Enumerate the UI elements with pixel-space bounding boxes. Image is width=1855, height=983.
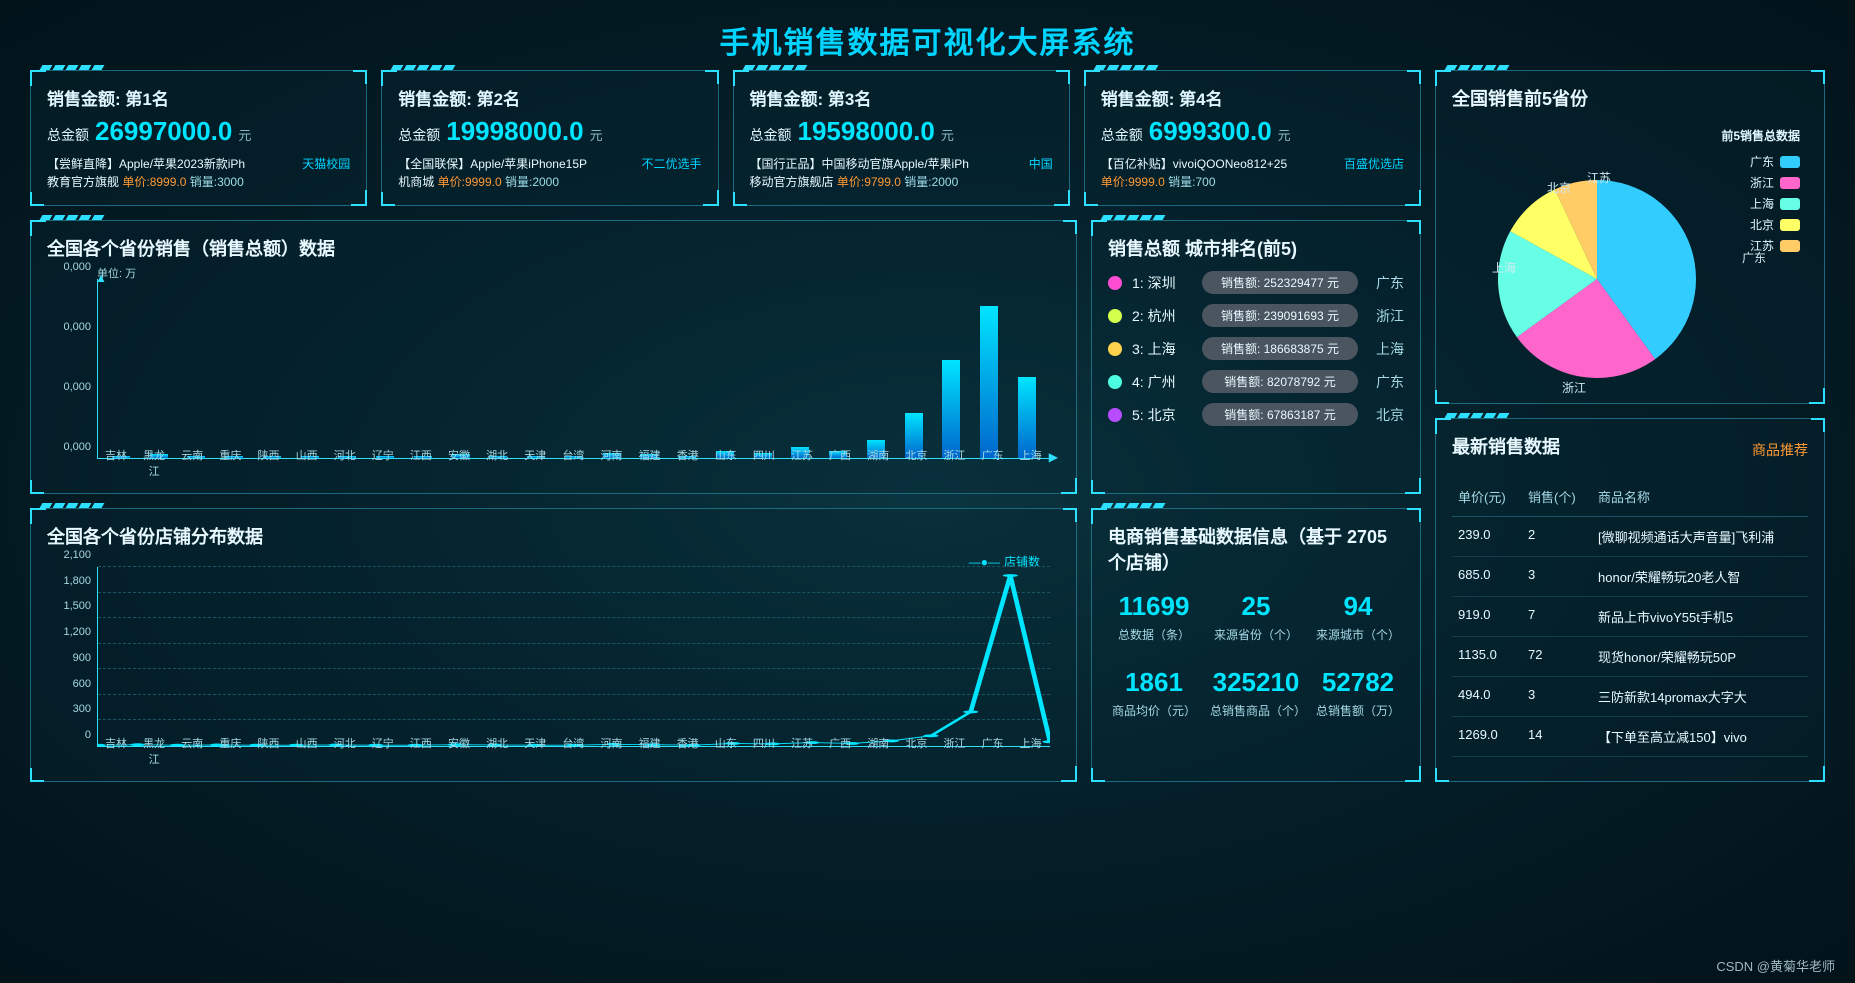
recommend-link[interactable]: 商品推荐 bbox=[1752, 440, 1808, 460]
stat-item: 52782总销售额（万） bbox=[1312, 667, 1404, 719]
watermark: CSDN @黄菊华老师 bbox=[1716, 956, 1835, 975]
rank-title: 销售金额: 第3名 bbox=[750, 85, 1053, 110]
bar-chart: 单位: 万 ▲ 0,0000,0000,0000,000 ▶ 吉林黑龙江云南重庆… bbox=[47, 269, 1060, 479]
pie-legend-title: 前5销售总数据 bbox=[1721, 127, 1800, 144]
city-rank-item: 5: 北京 销售额: 67863187 元 北京 bbox=[1108, 403, 1404, 426]
province-sales-panel: 全国各个省份销售（销售总额）数据 单位: 万 ▲ 0,0000,0000,000… bbox=[30, 220, 1077, 494]
stat-item: 325210总销售商品（个） bbox=[1210, 667, 1302, 719]
stat-item: 94来源城市（个） bbox=[1312, 591, 1404, 643]
legend-item: 上海 bbox=[1750, 195, 1800, 212]
table-row: 919.07新品上市vivoY55t手机5 bbox=[1452, 597, 1808, 637]
rank-amount: 26997000.0 bbox=[95, 116, 232, 147]
province-shops-panel: 全国各个省份店铺分布数据 店铺数 03006009001,2001,5001,8… bbox=[30, 508, 1077, 782]
pie-label: 广东 bbox=[1742, 249, 1766, 266]
sales-table-panel: 最新销售数据 商品推荐 单价(元) 销售(个) 商品名称 239.02[微聊视频… bbox=[1435, 418, 1825, 782]
legend-item: 广东 bbox=[1750, 153, 1800, 170]
city-rank-item: 3: 上海 销售额: 186683875 元 上海 bbox=[1108, 337, 1404, 360]
ecom-title: 电商销售基础数据信息（基于 2705 个店铺） bbox=[1108, 523, 1404, 575]
rank-card-3: 销售金额: 第3名 总金额 19598000.0 元 【国行正品】中国移动官旗A… bbox=[733, 70, 1070, 206]
rank-card-2: 销售金额: 第2名 总金额 19998000.0 元 【全国联保】Apple/苹… bbox=[381, 70, 718, 206]
stat-item: 25来源省份（个） bbox=[1210, 591, 1302, 643]
city-rank-title: 销售总额 城市排名(前5) bbox=[1108, 235, 1404, 261]
city-rank-item: 2: 杭州 销售额: 239091693 元 浙江 bbox=[1108, 304, 1404, 327]
stat-item: 11699总数据（条） bbox=[1108, 591, 1200, 643]
ecom-stats-panel: 电商销售基础数据信息（基于 2705 个店铺） 11699总数据（条）25来源省… bbox=[1091, 508, 1421, 782]
rank-card-1: 销售金额: 第1名 总金额 26997000.0 元 【尝鲜直降】Apple/苹… bbox=[30, 70, 367, 206]
table-row: 239.02[微聊视频通话大声音量]飞利浦 bbox=[1452, 517, 1808, 557]
table-row: 1269.014【下单至高立减150】vivo bbox=[1452, 717, 1808, 757]
legend-item: 浙江 bbox=[1750, 174, 1800, 191]
bar-chart-title: 全国各个省份销售（销售总额）数据 bbox=[47, 235, 1060, 261]
stat-item: 1861商品均价（元） bbox=[1108, 667, 1200, 719]
pie-label: 江苏 bbox=[1587, 169, 1611, 186]
pie-label: 浙江 bbox=[1562, 379, 1586, 396]
pie-label: 北京 bbox=[1547, 179, 1571, 196]
pie-title: 全国销售前5省份 bbox=[1452, 85, 1808, 111]
rank-card-4: 销售金额: 第4名 总金额 6999300.0 元 【百亿补贴】vivoiQOO… bbox=[1084, 70, 1421, 206]
pie-chart: 前5销售总数据 广东浙江上海北京江苏 广东浙江上海北京江苏 bbox=[1452, 119, 1808, 389]
table-row: 685.03honor/荣耀畅玩20老人智 bbox=[1452, 557, 1808, 597]
rank-amount: 19998000.0 bbox=[446, 116, 583, 147]
city-rank-item: 1: 深圳 销售额: 252329477 元 广东 bbox=[1108, 271, 1404, 294]
rank-title: 销售金额: 第4名 bbox=[1101, 85, 1404, 110]
table-row: 1135.072现货honor/荣耀畅玩50P bbox=[1452, 637, 1808, 677]
bar bbox=[980, 306, 998, 458]
bar bbox=[942, 360, 960, 458]
table-head: 单价(元) 销售(个) 商品名称 bbox=[1452, 477, 1808, 517]
bar bbox=[1018, 377, 1036, 458]
legend-item: 北京 bbox=[1750, 216, 1800, 233]
page-title: 手机销售数据可视化大屏系统 bbox=[0, 0, 1855, 70]
pie-panel: 全国销售前5省份 前5销售总数据 广东浙江上海北京江苏 广东浙江上海北京江苏 bbox=[1435, 70, 1825, 404]
line-chart-title: 全国各个省份店铺分布数据 bbox=[47, 523, 1060, 549]
pie-label: 上海 bbox=[1492, 259, 1516, 276]
rank-amount: 19598000.0 bbox=[798, 116, 935, 147]
table-title: 最新销售数据 bbox=[1452, 433, 1560, 459]
city-rank-panel: 销售总额 城市排名(前5) 1: 深圳 销售额: 252329477 元 广东 … bbox=[1091, 220, 1421, 494]
rank-amount: 6999300.0 bbox=[1149, 116, 1272, 147]
line-chart: 店铺数 03006009001,2001,5001,8002,100 吉林黑龙江… bbox=[47, 557, 1060, 767]
city-rank-item: 4: 广州 销售额: 82078792 元 广东 bbox=[1108, 370, 1404, 393]
rank-title: 销售金额: 第1名 bbox=[47, 85, 350, 110]
rank-title: 销售金额: 第2名 bbox=[398, 85, 701, 110]
table-row: 494.03三防新款14promax大字大 bbox=[1452, 677, 1808, 717]
